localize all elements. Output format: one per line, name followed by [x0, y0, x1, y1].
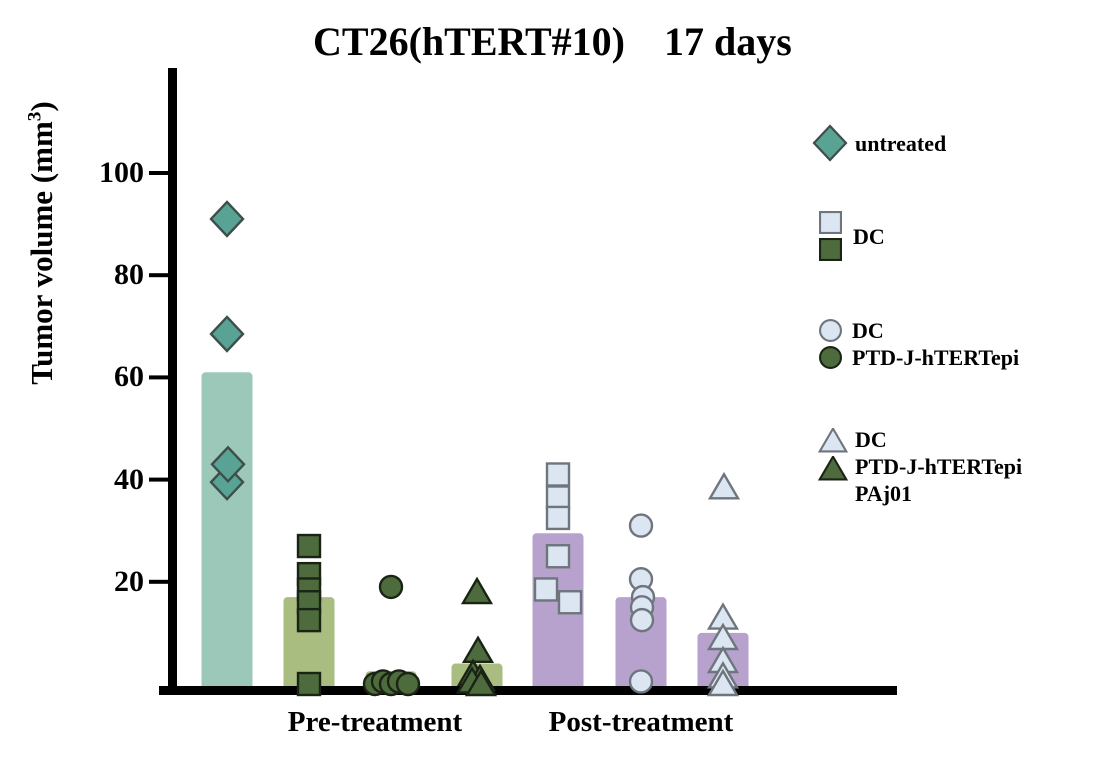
- legend-label: DC: [852, 318, 884, 343]
- chart-title: CT26(hTERT#10): [313, 19, 625, 64]
- legend-label: PTD-J-hTERTepi: [855, 454, 1023, 479]
- circle-marker-dc-ptd-pre: [378, 574, 404, 600]
- legend-item-dc: DC: [818, 210, 885, 262]
- dc-ptd-light-circle-icon: [818, 318, 843, 343]
- square-marker-dc-pre: [296, 533, 322, 559]
- legend-label: DC: [853, 223, 885, 249]
- y-tick-label: 80: [114, 258, 144, 292]
- square-marker-dc-post: [545, 462, 571, 487]
- dc-dark-square-icon: [818, 237, 843, 262]
- group-label-post-treatment: Post-treatment: [548, 706, 734, 738]
- diamond-marker-untreated-pre: [210, 445, 246, 484]
- bar-dc-pre: [283, 597, 335, 692]
- dc-ptd-paj01-light-triangle-icon: [818, 428, 848, 454]
- triangle-marker-dc-ptd-paj-post: [707, 471, 741, 500]
- circle-marker-dc-ptd-post: [628, 513, 654, 538]
- y-tick: [149, 171, 169, 175]
- y-tick: [149, 579, 169, 584]
- circle-marker-dc-ptd-pre: [395, 671, 421, 697]
- triangle-marker-dc-ptd-paj-pre: [460, 576, 494, 605]
- y-tick-label: 60: [114, 360, 144, 394]
- legend-item-untreated: untreated: [812, 124, 946, 162]
- dc-ptd-dark-circle-icon: [818, 345, 843, 370]
- legend-label: PAj01: [855, 481, 913, 506]
- y-axis-title: Tumor volume (mm3): [24, 101, 59, 385]
- group-label-pre-treatment: Pre-treatment: [287, 706, 463, 738]
- circle-marker-dc-ptd-post: [629, 607, 655, 633]
- dc-ptd-paj01-dark-triangle-icon: [818, 456, 848, 482]
- x-axis-line: [159, 686, 897, 695]
- square-marker-dc-post: [557, 590, 583, 615]
- y-tick-label: 20: [114, 564, 144, 598]
- square-marker-dc-post: [533, 577, 559, 602]
- bar-untreated-pre: [201, 372, 253, 692]
- legend-item-dc-ptd: DC PTD-J-hTERTepi: [818, 317, 1019, 371]
- untreated-diamond-icon: [812, 124, 848, 162]
- y-tick: [149, 477, 169, 482]
- y-tick: [149, 273, 169, 278]
- y-axis-title-superscript: 3: [24, 111, 46, 122]
- square-marker-dc-post: [545, 544, 571, 569]
- diamond-marker-untreated-pre: [209, 200, 245, 238]
- y-tick: [149, 375, 169, 380]
- legend-label: PTD-J-hTERTepi: [852, 345, 1020, 370]
- triangle-marker-dc-ptd-paj-post: [706, 668, 740, 697]
- y-axis-line: [168, 68, 177, 695]
- square-marker-dc-pre: [296, 607, 322, 633]
- triangle-marker-dc-ptd-paj-pre: [464, 668, 498, 697]
- square-marker-dc-post: [545, 485, 571, 510]
- legend-label: untreated: [855, 130, 947, 156]
- square-marker-dc-pre: [296, 671, 322, 697]
- legend-label: DC: [855, 427, 887, 452]
- circle-marker-dc-ptd-post: [628, 669, 654, 694]
- chart-title-duration: 17 days: [664, 19, 792, 64]
- y-tick-label: 100: [99, 156, 144, 189]
- square-marker-dc-post: [545, 505, 571, 531]
- dc-light-square-icon: [818, 210, 843, 235]
- y-tick-label: 40: [114, 462, 144, 496]
- diamond-marker-untreated-pre: [209, 315, 245, 353]
- legend-item-dc-ptd-paj01: DC PTD-J-hTERTepi PAj01: [818, 426, 1022, 507]
- triangle-marker-dc-ptd-paj-pre: [461, 635, 495, 663]
